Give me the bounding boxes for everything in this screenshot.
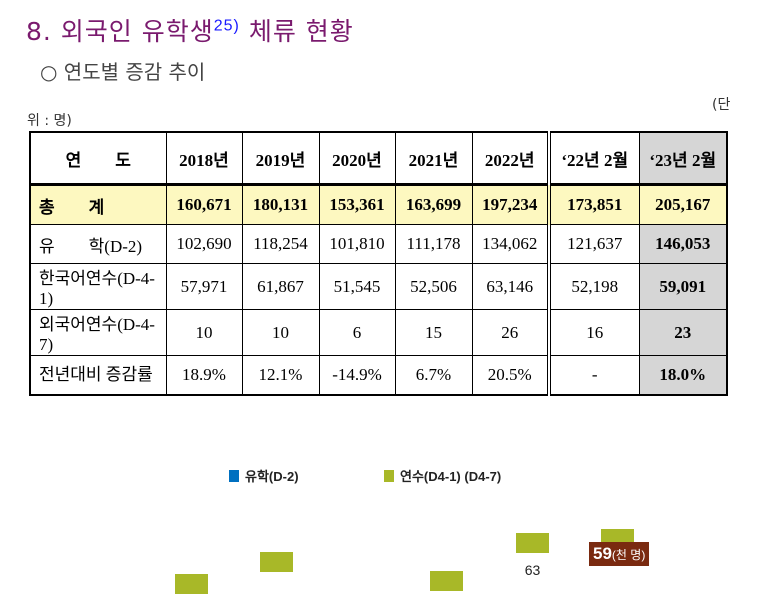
table-cell: 6.7% xyxy=(394,355,473,396)
table-cell: 153,361 xyxy=(318,184,396,225)
table-cell: - xyxy=(547,355,640,396)
table-row: 총 계 160,671 180,131 153,361 163,699 197,234 17… xyxy=(29,184,728,225)
table-cell: 173,851 xyxy=(547,184,640,225)
legend-training: 연수(D4-1) (D4-7) xyxy=(384,466,501,485)
table-cell: -14.9% xyxy=(318,355,396,396)
legend-swatch xyxy=(229,469,239,482)
row-label: 총 계 xyxy=(29,184,167,225)
col-header: ‘22년 2월 xyxy=(547,131,640,186)
table-cell: 63,146 xyxy=(471,263,550,310)
row-label: 전년대비 증감률 xyxy=(29,355,167,396)
table-cell: 111,178 xyxy=(394,224,473,264)
legend-study: 유학(D-2) xyxy=(229,466,299,485)
col-header: 2021년 xyxy=(394,131,473,186)
table-cell: 180,131 xyxy=(241,184,320,225)
table-cell: 6 xyxy=(318,309,396,356)
table-cell: 146,053 xyxy=(638,224,728,264)
col-header: ‘23년 2월 xyxy=(638,131,728,186)
table-cell: 12.1% xyxy=(241,355,320,396)
col-header: 2022년 xyxy=(471,131,550,186)
table-cell: 134,062 xyxy=(471,224,550,264)
callout-label: 59(천 명) xyxy=(589,542,650,566)
table-cell: 61,867 xyxy=(241,263,320,310)
table-cell: 52,506 xyxy=(394,263,473,310)
table-row: 유 학(D-2) 102,690 118,254 101,810 111,178 134,… xyxy=(29,224,728,264)
table-cell: 23 xyxy=(638,309,728,356)
bar-training xyxy=(260,552,293,572)
col-header: 2019년 xyxy=(241,131,320,186)
bar-training xyxy=(175,574,208,594)
bar-chart: 유학(D-2) 연수(D4-1) (D4-7) 63 59(천 명) xyxy=(0,440,763,594)
col-header: 2018년 xyxy=(165,131,243,186)
table-cell: 160,671 xyxy=(165,184,243,225)
row-label: 외국어연수(D-4-7) xyxy=(29,309,167,356)
table-cell: 197,234 xyxy=(471,184,550,225)
subtitle: ○ 연도별 증감 추이 xyxy=(40,60,206,84)
table-cell: 10 xyxy=(241,309,320,356)
unit-note: (단 xyxy=(712,97,731,113)
bar-training xyxy=(516,533,549,553)
legend-swatch xyxy=(384,469,394,482)
table-cell: 57,971 xyxy=(165,263,243,310)
table-row: 한국어연수(D-4-1) 57,971 61,867 51,545 52,506 63,1… xyxy=(29,263,728,310)
table-cell: 18.0% xyxy=(638,355,728,396)
row-label: 한국어연수(D-4-1) xyxy=(29,263,167,310)
table-row: 외국어연수(D-4-7) 10 10 6 15 26 16 23 xyxy=(29,309,728,356)
table-cell: 52,198 xyxy=(547,263,640,310)
table-cell: 20.5% xyxy=(471,355,550,396)
table-cell: 18.9% xyxy=(165,355,243,396)
table-cell: 102,690 xyxy=(165,224,243,264)
unit-note-cont: 위 : 명) xyxy=(27,113,72,129)
bar-training xyxy=(430,571,463,591)
row-label: 유 학(D-2) xyxy=(29,224,167,264)
table-cell: 26 xyxy=(471,309,550,356)
table-cell: 59,091 xyxy=(638,263,728,310)
table-cell: 15 xyxy=(394,309,473,356)
stats-table: 연 도 2018년 2019년 2020년 2021년 2022년 ‘22년 2… xyxy=(29,131,728,396)
col-header: 2020년 xyxy=(318,131,396,186)
section-title: 8. 외국인 유학생25) 체류 현황 xyxy=(26,17,354,46)
table-cell: 16 xyxy=(547,309,640,356)
table-cell: 10 xyxy=(165,309,243,356)
col-header: 연 도 xyxy=(29,131,167,186)
table-cell: 163,699 xyxy=(394,184,473,225)
bar-label: 63 xyxy=(524,562,541,578)
table-cell: 205,167 xyxy=(638,184,728,225)
table-cell: 101,810 xyxy=(318,224,396,264)
table-cell: 121,637 xyxy=(547,224,640,264)
table-row: 전년대비 증감률 18.9% 12.1% -14.9% 6.7% 20.5% -18.0% xyxy=(29,355,728,396)
header-row: 연 도 2018년 2019년 2020년 2021년 2022년 ‘22년 2… xyxy=(29,131,728,186)
footnote-ref[interactable]: 25) xyxy=(213,17,240,35)
table-cell: 51,545 xyxy=(318,263,396,310)
table-cell: 118,254 xyxy=(241,224,320,264)
